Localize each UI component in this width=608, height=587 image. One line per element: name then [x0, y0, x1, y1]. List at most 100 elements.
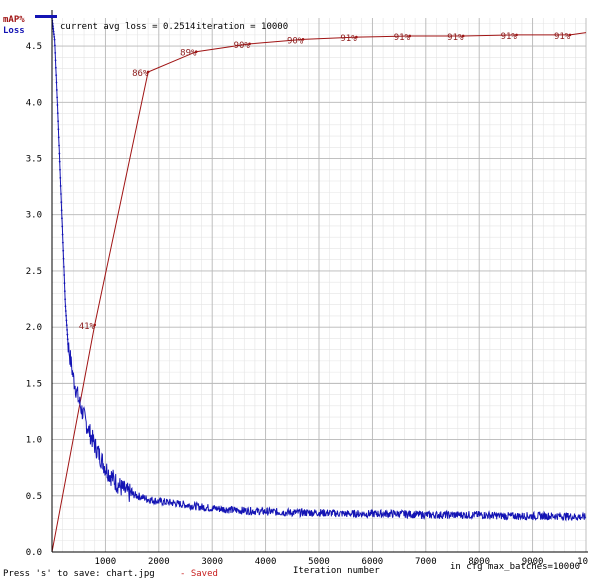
map-point — [408, 34, 412, 38]
map-point-label: 91% — [554, 32, 571, 42]
loss-point — [65, 314, 67, 317]
loss-point — [53, 33, 55, 36]
x-tick-label: 6000 — [362, 557, 384, 567]
x-tick-label: 10 — [577, 557, 588, 567]
x-tick-label: 9000 — [522, 557, 544, 567]
major-grid — [52, 18, 587, 552]
x-axis-label: Iteration number — [293, 566, 380, 576]
loss-point — [56, 104, 59, 106]
map-point — [248, 42, 251, 46]
map-series: 41% 86% 89% 90% 90% 91% 91% 91% 91% 91% — [51, 32, 587, 553]
loss-point — [58, 160, 61, 163]
map-point-label: 90% — [287, 36, 304, 46]
legend-map-swatch — [35, 15, 57, 18]
loss-point — [54, 66, 57, 69]
map-point — [515, 33, 518, 37]
loss-point — [59, 176, 62, 179]
loss-point — [64, 305, 67, 308]
loss-point — [67, 343, 69, 345]
map-point-label: 90% — [234, 41, 251, 51]
loss-point — [53, 38, 56, 41]
loss-point — [61, 233, 64, 236]
loss-point — [52, 27, 55, 30]
legend-map: mAP% — [3, 15, 25, 25]
map-point — [461, 34, 465, 38]
loss-point — [54, 59, 57, 62]
loss-point — [57, 128, 60, 131]
y-tick-label: 0.0 — [26, 548, 42, 558]
x-tick-label: 4000 — [255, 557, 277, 567]
axes — [51, 10, 588, 553]
y-tick-label: 1.0 — [26, 436, 42, 446]
x-tick-label: 3000 — [201, 557, 223, 567]
map-point — [93, 323, 97, 327]
loss-line — [51, 17, 587, 522]
loss-point — [63, 290, 66, 293]
x-tick-label: 7000 — [415, 557, 437, 567]
loss-point — [64, 298, 67, 301]
map-point-label: 41% — [79, 322, 96, 332]
map-point — [355, 35, 358, 39]
loss-point — [60, 193, 62, 195]
loss-point — [66, 328, 68, 331]
loss-point — [56, 96, 59, 99]
loss-point — [60, 201, 63, 204]
loss-point — [52, 25, 54, 27]
loss-point — [59, 168, 61, 171]
loss-point — [53, 44, 56, 47]
loss-point — [58, 144, 60, 147]
y-tick-label: 2.5 — [26, 267, 42, 277]
x-tick-label: 5000 — [308, 557, 330, 567]
loss-point — [61, 217, 63, 220]
loss-point — [56, 112, 59, 115]
loss-point — [63, 282, 66, 284]
map-point — [568, 33, 572, 37]
legend-loss: Loss — [3, 26, 25, 36]
loss-point — [52, 30, 55, 33]
y-tick-label: 1.5 — [26, 379, 42, 389]
map-point-label: 91% — [394, 33, 411, 43]
y-tick-label: 4.5 — [26, 42, 42, 52]
y-tick-label: 4.0 — [26, 98, 42, 108]
loss-point — [54, 51, 57, 54]
max-batches-label: in cfg max_batches=10000 — [450, 562, 580, 572]
map-point-label: 91% — [447, 33, 464, 43]
loss-point — [53, 35, 56, 38]
loss-point — [59, 185, 62, 187]
current-avg-loss: current avg loss = 0.2514 — [60, 22, 195, 32]
iteration-label: iteration = 10000 — [196, 22, 288, 32]
loss-point — [55, 74, 58, 77]
loss-point — [65, 319, 68, 322]
loss-point — [61, 225, 64, 228]
map-point-label: 89% — [180, 49, 197, 59]
loss-point — [66, 338, 69, 341]
map-point-label: 86% — [132, 69, 149, 79]
loss-point — [55, 81, 58, 84]
loss-point — [57, 136, 60, 139]
loss-point — [63, 274, 66, 276]
loss-point — [65, 324, 68, 327]
map-point-label: 91% — [340, 34, 357, 44]
map-point — [301, 38, 305, 41]
save-hint: Press 's' to save: chart.jpg — [3, 569, 155, 579]
loss-point — [62, 266, 65, 268]
map-line — [51, 32, 587, 553]
map-point — [146, 70, 150, 74]
x-tick-label: 2000 — [148, 557, 170, 567]
x-tick-label: 1000 — [95, 557, 117, 567]
y-tick-label: 3.5 — [26, 155, 42, 165]
loss-point — [57, 120, 59, 123]
y-tick-label: 2.0 — [26, 323, 42, 333]
y-tick-label: 0.5 — [26, 492, 42, 502]
loss-point — [66, 333, 69, 336]
loss-point — [60, 209, 63, 212]
loss-point — [64, 310, 67, 312]
loss-point — [62, 249, 65, 252]
map-point — [194, 50, 198, 54]
loss-point — [62, 257, 65, 260]
loss-point — [58, 152, 61, 155]
map-point-label: 91% — [501, 32, 518, 42]
y-tick-label: 3.0 — [26, 211, 42, 221]
tick-labels: 0.0 0.5 1.0 1.5 2.0 2.5 3.0 3.5 4.0 4.5 1000 2000 30… — [26, 42, 588, 567]
